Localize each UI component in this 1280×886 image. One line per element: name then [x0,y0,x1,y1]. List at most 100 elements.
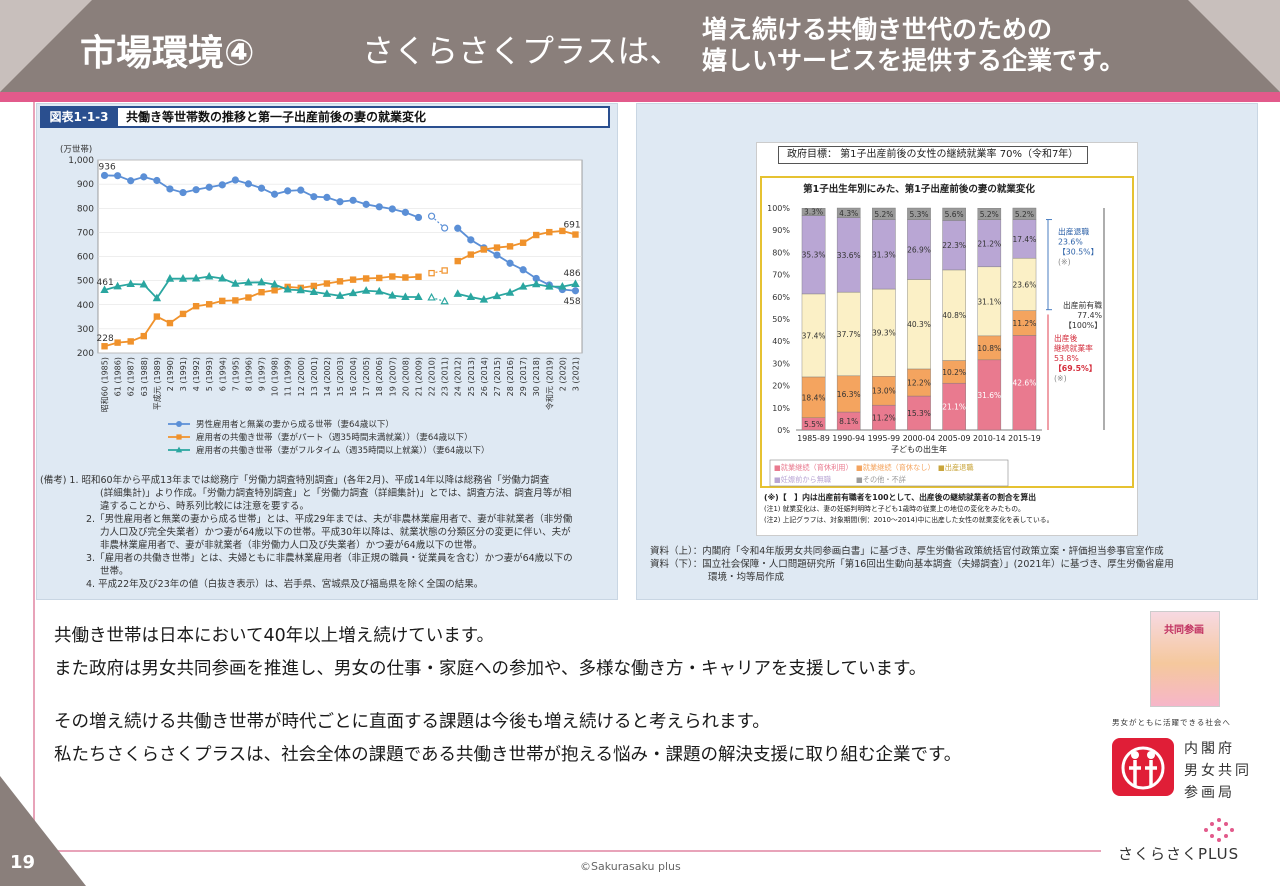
x-tick-label: 2010-14 [973,434,1006,443]
y-tick-label: 20% [772,382,790,391]
y-tick-label: 40% [772,337,790,346]
data-point [231,279,240,287]
bar-value-label: 8.1% [839,417,858,426]
data-point [205,183,213,191]
data-point [178,274,188,282]
data-point [232,297,239,304]
data-point [505,288,515,296]
data-point [179,310,187,318]
note-line: 違することから、時系列比較には注意を要する。 [100,501,310,512]
data-point [192,302,200,310]
data-point [519,239,527,246]
bar-segment [907,207,931,220]
data-point [518,282,528,290]
x-tick-label: 3 (1991) [179,357,188,391]
gov-logo [1112,738,1174,796]
data-point [310,193,318,201]
x-tick-label: 14 (2002) [323,357,332,396]
y-tick-label: 10% [772,404,790,413]
data-point [467,251,475,258]
x-tick-label: 平成元 (1989) [152,357,162,410]
data-label: 461 [97,278,114,288]
bar-value-label: 31.6% [977,391,1001,400]
y-tick-label: 80% [772,248,790,257]
data-point [114,172,122,180]
annotation-text: 【69.5%】 [1054,363,1097,373]
annotation-text: 出産退職 [1058,227,1089,237]
series-line [457,283,576,301]
data-point [100,171,109,180]
note-line: 4. 平成22年及び23年の値（白抜き表示）は、岩手県、宮城県及び福島県を除く全… [86,579,484,590]
data-point [559,227,566,235]
x-tick-label: 10 (1998) [271,357,280,396]
x-tick-label: 63 (1988) [140,357,149,396]
report-cover-image [1150,611,1220,707]
bar-value-label: 17.4% [1013,235,1037,244]
bar-segment [872,207,896,220]
bar-segment [942,207,966,221]
bar-value-label: 5.5% [804,420,823,429]
x-tick-label: 1990-94 [832,434,865,443]
figure-title: 共働き等世帯数の推移と第一子出産前後の妻の就業変化 [126,110,427,124]
x-tick-label: 16 (2004) [349,357,358,396]
legend-item: ■出産退職 [938,463,974,472]
data-point [440,296,449,305]
data-point [375,286,384,295]
x-tick-label: 24 (2012) [454,357,463,396]
data-point [376,274,383,282]
body-line: その増え続ける共働き世帯が時代ごとに直面する課題は今後も増え続けると考えられます… [54,712,770,732]
data-point [349,276,357,283]
data-point [100,285,109,294]
series-line-gap [431,215,446,229]
note-line: (詳細集計)」より作成。「労働力調査特別調査」と「労働力調査（詳細集計)」とでは… [100,488,572,499]
data-point [531,279,541,288]
header-corner-decoration [1188,0,1280,92]
series-line [457,230,576,262]
annotation-text: 【30.5%】 [1058,248,1098,257]
x-tick-label: 11 (1999) [284,357,293,396]
x-tick-label: 3 (2021) [571,357,580,391]
data-point [271,287,278,294]
bar-value-label: 35.3% [802,251,826,260]
data-point [545,282,554,290]
bar-value-label: 26.9% [907,246,931,255]
x-tick-label: 61 (1986) [114,357,123,396]
y-tick-label: 60% [772,293,790,302]
legend-item: ■就業継続（育休利用） [774,463,853,472]
data-point [218,273,227,282]
chart-note: (※)【 】内は出産前有職者を100として、出産後の継続就業者の割合を算出 [764,492,1036,502]
data-point [297,186,305,194]
x-tick-label: 27 (2015) [493,357,502,396]
data-point [546,228,553,236]
y-tick-label: 100% [767,204,790,213]
data-point [257,277,266,286]
data-point [571,279,580,288]
bar-value-label: 37.4% [802,331,826,340]
data-point [127,177,135,185]
header-corner-decoration [0,0,92,92]
y-tick-label: 400 [77,301,94,311]
data-point [336,278,344,285]
data-point [428,269,435,277]
section-title: 市場環境④ [80,33,255,74]
x-tick-label: 25 (2013) [467,357,476,396]
data-point [361,286,371,294]
data-point [388,205,396,213]
legend-marker [175,446,183,453]
x-tick-label: 13 (2001) [310,357,319,396]
y-tick-label: 700 [77,228,94,238]
data-point [219,297,226,305]
bar-value-label: 37.7% [837,330,861,339]
data-point [467,236,475,244]
note-line: 2.「男性雇用者と無業の妻から成る世帯」とは、平成29年までは、夫が非農林業雇用… [86,514,573,525]
bar-value-label: 23.6% [1013,280,1037,289]
data-point [348,288,358,297]
bar-value-label: 5.2% [980,210,999,219]
data-point [349,196,357,204]
y-tick-label: 0% [777,426,790,435]
bar-segment [801,208,826,216]
data-point [166,185,174,193]
data-point [506,259,514,267]
data-point [244,277,253,286]
data-point [415,273,422,280]
